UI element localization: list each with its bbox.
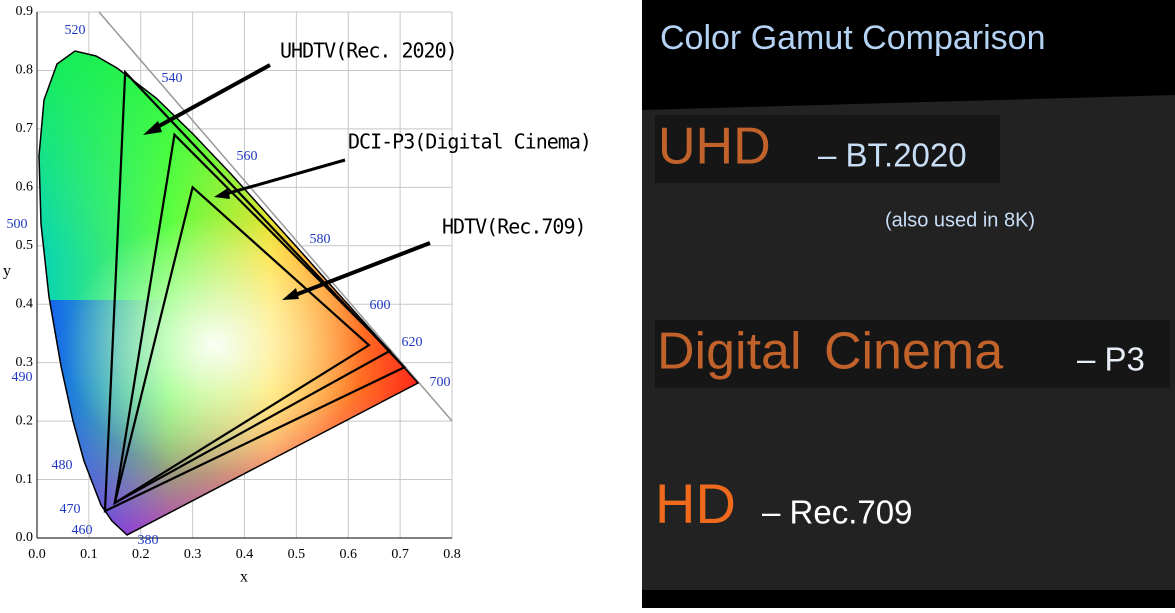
y-tick-label: 0.3 — [16, 355, 34, 370]
item-box — [655, 115, 1000, 183]
slide-title: Color Gamut Comparison — [660, 19, 1045, 57]
x-axis-label: x — [240, 569, 248, 586]
wavelength-label: 460 — [72, 523, 93, 538]
annotation: UHDTV(Rec. 2020) — [280, 39, 457, 63]
wavelength-label: 580 — [310, 232, 331, 247]
y-tick-label: 0.2 — [16, 413, 34, 428]
wavelength-label: 540 — [162, 71, 183, 86]
arrow — [221, 158, 346, 197]
x-tick-label: 0.6 — [340, 547, 358, 562]
wavelength-label: 600 — [370, 298, 391, 313]
item-name: HD — [655, 472, 736, 535]
y-tick-label: 0.0 — [16, 530, 34, 545]
wavelength-label: 490 — [12, 370, 33, 385]
x-tick-label: 0.2 — [132, 547, 150, 562]
gamut-triangle — [113, 132, 392, 505]
x-tick-label: 0.3 — [184, 547, 202, 562]
x-tick-label: 0.0 — [28, 547, 46, 562]
item-detail: – Rec.709 — [762, 494, 912, 531]
wavelength-label: 560 — [237, 149, 258, 164]
annotation: DCI-P3(Digital Cinema) — [348, 130, 591, 154]
item-box — [655, 320, 1170, 388]
y-tick-label: 0.5 — [16, 238, 34, 253]
spectral-locus — [38, 50, 420, 536]
item-name: Digital Cinema — [657, 323, 1003, 381]
y-tick-label: 0.6 — [16, 180, 34, 195]
x-tick-label: 0.5 — [288, 547, 306, 562]
x-tick-label: 0.8 — [443, 547, 461, 562]
gamut-triangle — [103, 69, 407, 513]
x-tick-label: 0.7 — [391, 547, 409, 562]
arrow-head — [143, 121, 162, 135]
y-tick-label: 0.4 — [16, 296, 34, 311]
arrow — [289, 241, 431, 299]
wavelength-label: 500 — [7, 217, 28, 232]
x-tick-label: 0.4 — [236, 547, 254, 562]
item-detail: – P3 — [1077, 341, 1145, 378]
arrow-head — [214, 188, 230, 199]
gamut-triangle — [113, 185, 371, 506]
diagonal-line — [98, 11, 453, 422]
wavelength-label: 620 — [402, 335, 423, 350]
wavelength-label: 480 — [52, 458, 73, 473]
annotation: HDTV(Rec.709) — [442, 215, 586, 239]
wavelength-label: 380 — [138, 533, 159, 548]
y-tick-label: 0.8 — [16, 63, 34, 78]
item-name: UHD — [658, 118, 771, 176]
wavelength-label: 470 — [60, 502, 81, 517]
y-axis-label: y — [3, 263, 11, 280]
item-note: (also used in 8K) — [885, 209, 1035, 231]
y-tick-label: 0.9 — [16, 4, 34, 19]
item-detail: – BT.2020 — [818, 137, 967, 174]
wavelength-label: 700 — [430, 375, 451, 390]
y-tick-label: 0.1 — [16, 472, 34, 487]
wavelength-label: 520 — [65, 23, 86, 38]
arrow-head — [282, 288, 299, 300]
arrow — [149, 63, 271, 133]
y-tick-label: 0.7 — [16, 121, 34, 136]
x-tick-label: 0.1 — [80, 547, 98, 562]
